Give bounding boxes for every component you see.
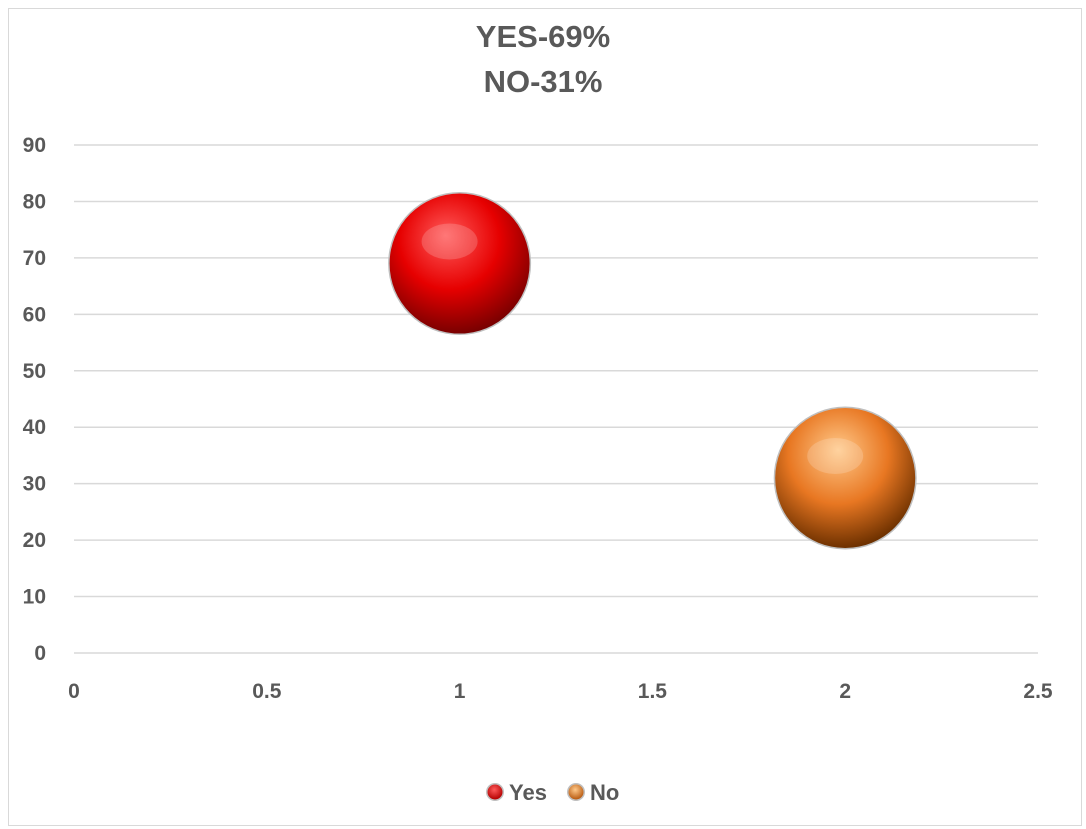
point-sphere bbox=[775, 408, 916, 549]
x-tick-label: 2 bbox=[839, 680, 851, 703]
legend-label: No bbox=[590, 780, 619, 805]
gridlines bbox=[74, 144, 1038, 654]
y-tick-label: 70 bbox=[23, 247, 46, 270]
y-axis-ticks: 0 10 20 30 40 50 60 70 80 90 bbox=[23, 134, 46, 665]
y-tick-label: 40 bbox=[23, 416, 46, 439]
y-tick-label: 80 bbox=[23, 190, 46, 213]
x-tick-label: 2.5 bbox=[1023, 680, 1053, 703]
chart-title-line-1: YES-69% bbox=[475, 19, 611, 54]
y-tick-label: 10 bbox=[23, 586, 46, 609]
x-tick-label: 0.5 bbox=[252, 680, 282, 703]
y-tick-label: 20 bbox=[23, 529, 46, 552]
x-axis-ticks: 0 0.5 1 1.5 2 2.5 bbox=[68, 680, 1053, 703]
point-highlight bbox=[807, 438, 864, 475]
data-point-yes bbox=[388, 192, 532, 336]
legend-label: Yes bbox=[509, 780, 547, 805]
legend-item-yes: Yes bbox=[486, 780, 547, 805]
x-tick-label: 1.5 bbox=[638, 680, 668, 703]
y-tick-label: 30 bbox=[23, 473, 46, 496]
point-sphere bbox=[389, 193, 530, 334]
legend: Yes No bbox=[486, 780, 619, 805]
legend-marker bbox=[487, 784, 503, 800]
y-tick-label: 90 bbox=[23, 134, 46, 157]
data-point-no bbox=[773, 406, 917, 550]
y-tick-label: 50 bbox=[23, 360, 46, 383]
chart-title-line-2: NO-31% bbox=[483, 64, 603, 99]
legend-item-no: No bbox=[567, 780, 619, 805]
data-points bbox=[388, 192, 917, 550]
x-tick-label: 0 bbox=[68, 680, 80, 703]
legend-marker bbox=[568, 784, 584, 800]
y-tick-label: 60 bbox=[23, 303, 46, 326]
y-tick-label: 0 bbox=[34, 642, 46, 665]
x-tick-label: 1 bbox=[454, 680, 466, 703]
point-highlight bbox=[421, 223, 478, 260]
